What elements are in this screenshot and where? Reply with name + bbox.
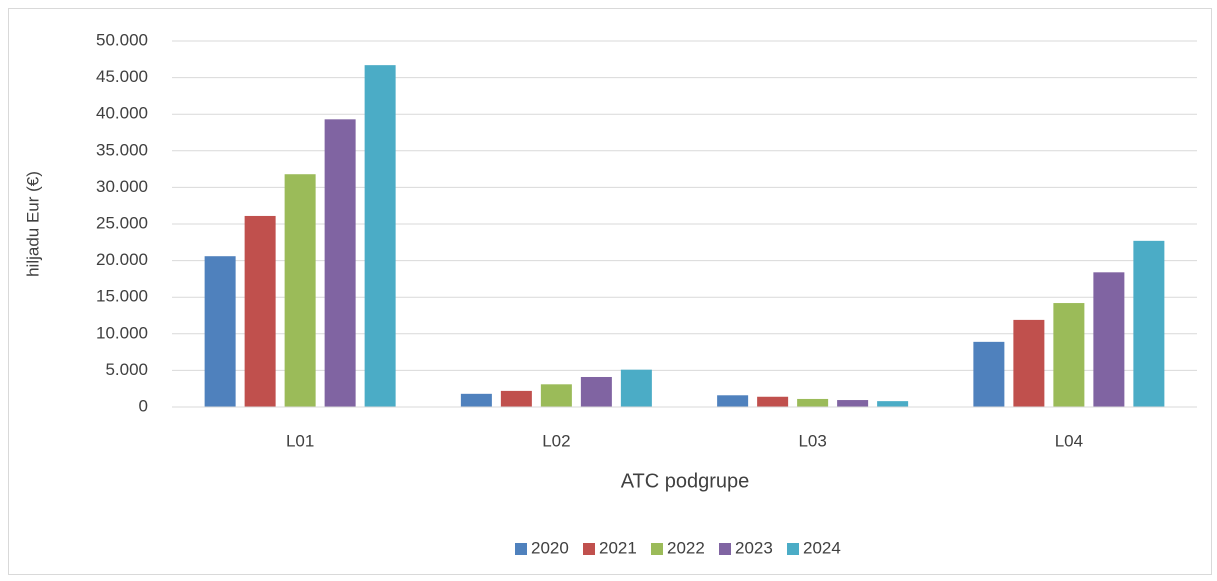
legend-label: 2020: [531, 538, 569, 557]
legend-swatch: [515, 543, 527, 555]
x-tick-label: L01: [286, 431, 314, 450]
y-tick-label: 30.000: [96, 177, 148, 196]
y-axis-title: hiljadu Eur (€): [23, 171, 42, 277]
legend-swatch: [651, 543, 663, 555]
chart-border: [8, 8, 1212, 575]
y-tick-label: 45.000: [96, 67, 148, 86]
bar: [1013, 319, 1045, 407]
bar: [757, 396, 789, 407]
bar: [460, 393, 492, 407]
y-tick-label: 40.000: [96, 104, 148, 123]
legend-label: 2023: [735, 538, 773, 557]
bar: [877, 401, 909, 407]
legend-swatch: [787, 543, 799, 555]
legend-label: 2021: [599, 538, 637, 557]
legend-label: 2024: [803, 538, 841, 557]
bar: [580, 376, 612, 407]
bar: [540, 384, 572, 407]
y-tick-label: 10.000: [96, 323, 148, 342]
legend-swatch: [583, 543, 595, 555]
y-tick-label: 25.000: [96, 213, 148, 232]
bar: [500, 390, 532, 407]
bar: [284, 174, 316, 407]
legend-swatch: [719, 543, 731, 555]
y-tick-label: 5.000: [105, 360, 148, 379]
y-tick-label: 0: [139, 396, 148, 415]
bar: [1093, 272, 1125, 407]
bar: [324, 119, 356, 407]
y-tick-label: 20.000: [96, 250, 148, 269]
x-tick-label: L02: [542, 431, 570, 450]
bar: [364, 65, 396, 407]
bar: [1133, 240, 1165, 407]
bar: [837, 400, 869, 407]
bar: [244, 215, 276, 407]
bar: [1053, 303, 1085, 407]
legend-label: 2022: [667, 538, 705, 557]
x-tick-label: L04: [1055, 431, 1083, 450]
x-axis-title: ATC podgrupe: [621, 470, 750, 492]
y-tick-label: 15.000: [96, 287, 148, 306]
bar: [620, 369, 652, 407]
bar: [797, 398, 829, 407]
y-tick-label: 35.000: [96, 140, 148, 159]
bar: [717, 395, 749, 407]
bar: [204, 256, 236, 407]
y-tick-label: 50.000: [96, 30, 148, 49]
bar: [973, 341, 1005, 407]
x-tick-label: L03: [798, 431, 826, 450]
